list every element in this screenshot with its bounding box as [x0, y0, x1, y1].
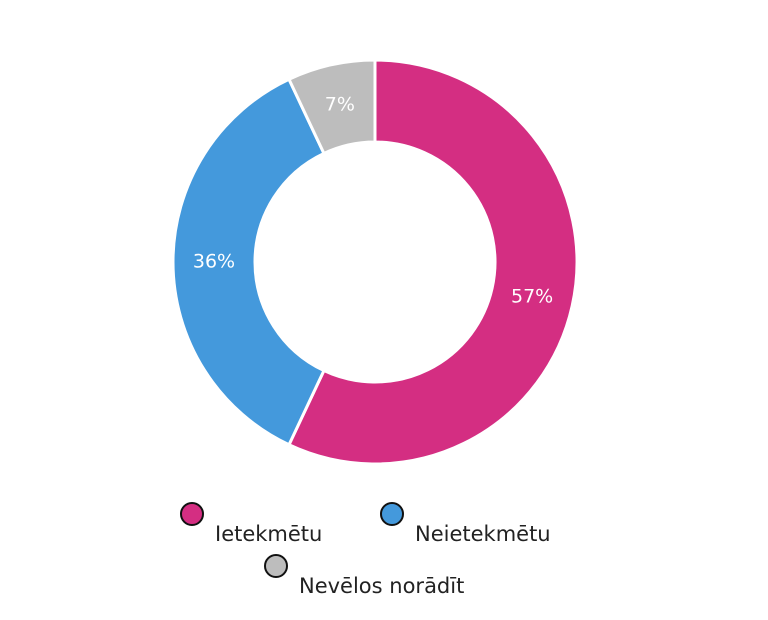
slice — [171, 77, 326, 447]
slice — [286, 58, 377, 156]
legend-label: Neietekmētu — [415, 522, 551, 546]
legend-label: Nevēlos norādīt — [299, 574, 464, 598]
legend-swatch — [264, 554, 288, 578]
value-label: 7% — [325, 93, 355, 115]
legend-swatch — [180, 502, 204, 526]
value-label: 36% — [193, 251, 235, 273]
legend-label: Ietekmētu — [215, 522, 322, 546]
slice — [286, 58, 579, 466]
legend-swatch — [380, 502, 404, 526]
value-label: 57% — [511, 286, 553, 308]
